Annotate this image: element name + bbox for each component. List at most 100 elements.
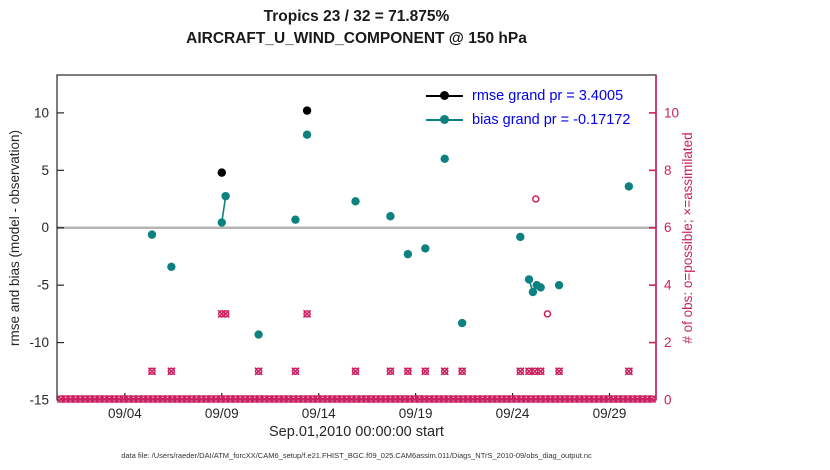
obs-possible-marker: [633, 395, 642, 403]
obs-possible-marker: [76, 395, 85, 403]
obs-possible-marker: [391, 395, 400, 403]
obs-possible-marker: [139, 395, 148, 403]
bias-point: [217, 218, 226, 227]
rmse-line-marker-icon: [426, 91, 463, 100]
bias-point: [386, 212, 395, 221]
bias-legend-label: bias grand pr = -0.17172: [472, 112, 631, 128]
obs-possible-marker: [149, 395, 157, 403]
obs-possible-marker: [625, 367, 633, 376]
obs-possible-marker: [265, 395, 274, 403]
x-axis-tick-label: 09/29: [593, 406, 627, 421]
obs-possible-marker: [95, 395, 104, 403]
obs-possible-marker: [236, 395, 244, 403]
x-axis-tick-label: 09/04: [108, 406, 142, 421]
obs-possible-marker: [71, 395, 80, 403]
obs-assimilated-marker: [254, 367, 263, 376]
bias-point: [302, 130, 312, 139]
obs-possible-marker: [449, 395, 458, 403]
bias-point: [167, 262, 176, 271]
x-axis-tick-label: 09/09: [205, 406, 239, 421]
obs-possible-marker: [435, 395, 443, 403]
x-axis-label: Sep.01,2010 00:00:00 start: [269, 424, 444, 440]
obs-possible-marker: [556, 395, 564, 403]
obs-possible-marker: [532, 195, 540, 203]
obs-possible-marker: [231, 395, 240, 403]
obs-possible-marker: [313, 395, 322, 403]
obs-possible-marker: [291, 367, 300, 376]
obs-possible-marker: [323, 395, 332, 403]
left-axis-tick-label: -10: [29, 335, 49, 350]
obs-possible-marker: [561, 395, 569, 403]
bias-point: [291, 215, 300, 224]
obs-possible-marker: [464, 395, 472, 403]
obs-possible-marker: [304, 395, 312, 403]
bias-line-marker-icon: [426, 115, 463, 124]
obs-possible-marker: [454, 395, 463, 403]
obs-possible-marker: [197, 395, 206, 403]
right-axis-tick-label: 8: [664, 163, 672, 178]
right-y-axis-label: # of obs: o=possible; ×=assimilated: [680, 132, 695, 344]
obs-possible-marker: [362, 395, 370, 403]
obs-possible-marker: [624, 395, 632, 403]
right-axis-tick-label: 2: [664, 335, 672, 350]
obs-possible-marker: [599, 395, 608, 403]
legend-entry-rmse: rmse grand pr = 3.4005: [426, 84, 630, 108]
obs-possible-marker: [439, 395, 448, 403]
obs-assimilated-marker: [440, 367, 449, 376]
obs-possible-marker: [124, 395, 133, 403]
bias-point: [254, 330, 263, 339]
obs-possible-marker: [430, 395, 438, 403]
obs-possible-marker: [440, 367, 449, 376]
bias-point: [524, 275, 534, 284]
bias-point: [457, 318, 467, 328]
obs-possible-marker: [536, 367, 545, 376]
x-axis-tick-label: 09/19: [399, 406, 433, 421]
obs-possible-marker: [376, 395, 385, 403]
obs-possible-marker: [192, 395, 201, 403]
bias-point: [221, 191, 230, 201]
obs-possible-marker: [183, 395, 191, 403]
obs-possible-marker: [396, 395, 404, 403]
obs-possible-marker: [246, 395, 254, 403]
obs-possible-marker: [415, 395, 424, 403]
obs-possible-marker: [129, 395, 138, 403]
obs-possible-marker: [144, 395, 152, 403]
obs-possible-marker: [202, 395, 211, 403]
plot-title: Tropics 23 / 32 = 71.875%: [263, 8, 450, 25]
obs-possible-marker: [318, 395, 327, 403]
obs-assimilated-marker: [554, 367, 564, 376]
obs-possible-marker: [532, 395, 540, 403]
obs-possible-marker: [280, 395, 288, 403]
left-axis-tick-label: 10: [34, 105, 49, 120]
obs-possible-marker: [488, 395, 496, 403]
obs-possible-marker: [255, 395, 264, 403]
obs-assimilated-marker: [221, 309, 230, 318]
obs-possible-marker: [270, 395, 278, 403]
obs-possible-marker: [643, 395, 652, 403]
obs-possible-marker: [543, 310, 552, 318]
obs-possible-marker: [512, 395, 521, 403]
obs-possible-marker: [565, 395, 574, 403]
obs-possible-marker: [226, 395, 235, 403]
obs-possible-marker: [527, 395, 535, 403]
obs-possible-marker: [299, 395, 307, 403]
obs-possible-marker: [406, 395, 414, 403]
obs-possible-marker: [347, 395, 356, 403]
obs-assimilated-marker: [458, 367, 467, 376]
obs-possible-marker: [158, 395, 167, 403]
rmse-point: [217, 168, 226, 177]
obs-possible-marker: [555, 367, 563, 376]
obs-possible-marker: [167, 367, 176, 376]
obs-possible-marker: [517, 395, 526, 403]
obs-possible-marker: [120, 395, 128, 403]
obs-possible-marker: [628, 395, 637, 403]
left-axis-tick-label: 5: [41, 163, 49, 178]
obs-possible-marker: [163, 395, 172, 403]
obs-assimilated-marker: [167, 367, 176, 376]
rmse-dot-icon: [440, 91, 449, 100]
obs-assimilated-marker: [386, 367, 395, 376]
obs-possible-marker: [351, 367, 360, 376]
obs-assimilated-marker: [403, 367, 413, 376]
bias-line-segment: [220, 196, 227, 223]
obs-possible-marker: [410, 395, 419, 403]
